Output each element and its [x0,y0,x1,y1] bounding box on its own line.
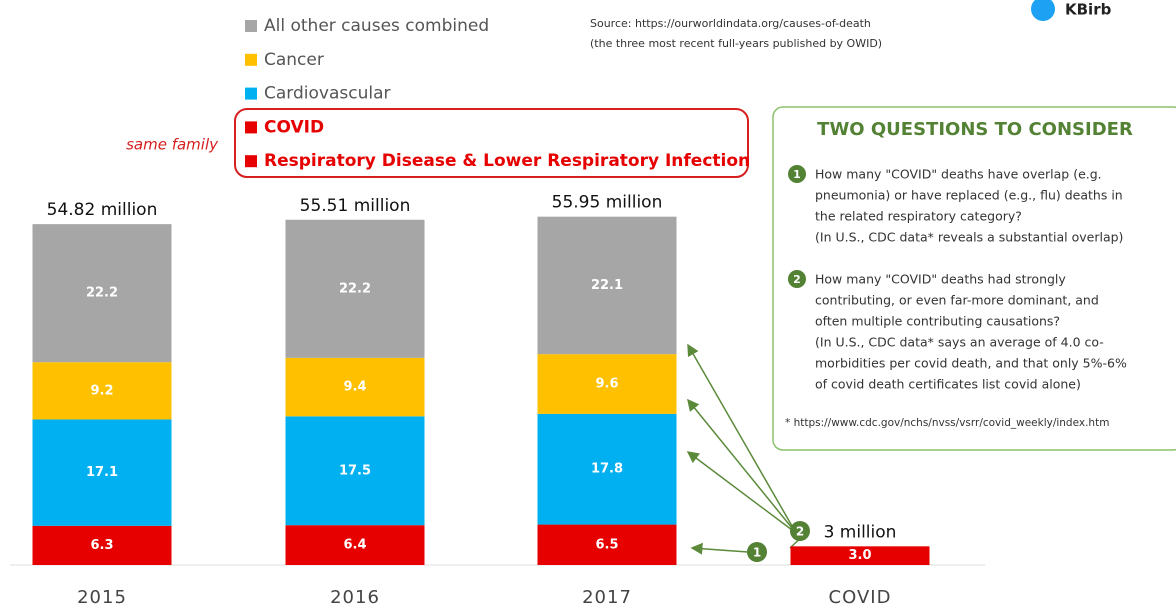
arrow [687,398,793,529]
author: KBirb [1031,0,1112,21]
twitter-icon [1031,0,1055,21]
value-label: 22.2 [86,286,118,301]
value-label: 22.2 [339,281,371,296]
question-badge [788,165,806,183]
x-tick-label: COVID [829,587,892,608]
bar-segment [32,224,172,363]
legend-label: All other causes combined [264,16,489,36]
question-badge [788,270,806,288]
value-label: 6.3 [90,538,113,553]
questions-title: TWO QUESTIONS TO CONSIDER [817,119,1133,140]
bar-segment [537,524,677,565]
value-label: 9.4 [343,380,366,395]
bar-segment [32,525,172,565]
questions-frame [772,106,1176,451]
arrow [687,343,793,527]
legend-swatch [245,87,257,100]
question-text: morbidities per covid death, and that on… [815,356,1127,371]
total-label: 3 million [824,522,897,542]
source: Source: https://ourworldindata.org/cause… [590,17,871,30]
value-label: 6.5 [595,537,618,552]
question-text: often multiple contributing causations? [815,314,1060,329]
value-label: 9.6 [595,376,618,391]
arrow [686,451,793,531]
bar-segment [537,413,677,525]
value-label: 9.2 [90,383,113,398]
value-label: 17.5 [339,463,371,478]
questions-box: TWO QUESTIONS TO CONSIDER [772,106,1176,451]
question-text: (In U.S., CDC data* reveals a substantia… [815,230,1123,245]
source: (the three most recent full-years publis… [590,37,882,50]
bar-segment [790,546,930,565]
total-label: 55.95 million [552,193,663,213]
value-label: 3.0 [848,548,871,563]
arrow-badges: 1 2 [747,521,810,562]
value-label: 22.1 [591,278,623,293]
bar-segment [32,362,172,420]
footnote: * https://www.cdc.gov/nchs/nvss/vsrr/cov… [785,417,1109,429]
legend-swatch [245,121,257,134]
bar-segment [285,357,425,417]
badge [790,521,810,541]
x-tick-label: 2017 [582,587,632,608]
question-text: of covid death certificates list covid a… [815,377,1081,392]
family-note: same family [126,136,219,154]
value-label: 17.8 [591,462,623,477]
x-tick-label: 2016 [330,587,380,608]
bar-segment [285,416,425,526]
question-text: contributing, or even far-more dominant,… [815,293,1099,308]
bar-segment [537,216,677,355]
question-text: the related respiratory category? [815,209,1022,224]
family-box [234,108,749,178]
question-text: (In U.S., CDC data* says an average of 4… [815,335,1104,350]
arrow [690,542,749,555]
legend-swatch [245,53,257,66]
x-tick-label: 2015 [77,587,127,608]
badge [747,542,767,562]
author-name: KBirb [1065,1,1112,19]
legend-swatch [245,20,257,32]
value-label: 17.1 [86,465,118,480]
value-label: 6.4 [343,538,366,553]
legend-label: COVID [264,117,324,137]
total-label: 55.51 million [300,196,411,216]
bar-segment [537,354,677,414]
legend-label: Cancer [264,50,324,70]
bar-segment [285,219,425,358]
question-text: pneumonia) or have replaced (e.g., flu) … [815,188,1123,203]
bar-segment [32,419,172,526]
bar-segment [285,525,425,565]
legend-swatch [245,155,257,168]
question-number: 1 [793,168,801,181]
question-text: How many "COVID" deaths have overlap (e.… [815,167,1102,182]
question-number: 2 [793,273,801,286]
legend-label: Respiratory Disease & Lower Respiratory … [264,151,750,171]
question-text: How many "COVID" deaths had strongly [815,272,1066,287]
badge-label: 2 [796,525,804,539]
total-label: 54.82 million [47,200,158,220]
legend-label: Cardiovascular [264,84,390,104]
badge-label: 1 [753,546,761,560]
